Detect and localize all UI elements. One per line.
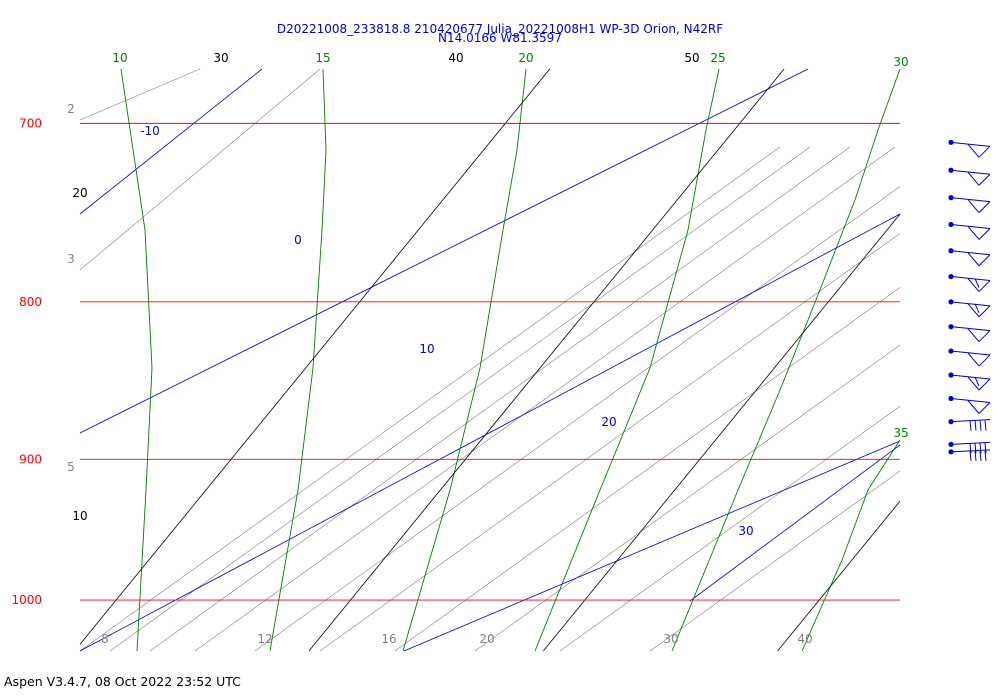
wind-barbs: [948, 139, 991, 461]
wind-barb: [948, 221, 991, 240]
wind-barb: [948, 273, 991, 292]
isotherms: [79, 68, 901, 652]
pressure-label: 700: [19, 116, 42, 130]
isotherm-label: 10: [72, 509, 87, 523]
moist-adiabat-line: [79, 213, 901, 652]
wind-barb: [948, 248, 991, 267]
mixing-ratio-line: [109, 146, 811, 652]
pressure-label: 900: [19, 452, 42, 466]
mixing-ratio-line: [394, 287, 901, 652]
moist-adiabat-line: [79, 68, 809, 434]
mixing-ratio-line: [149, 146, 851, 652]
mixing-ratio-label: 20: [479, 632, 494, 646]
footer-credit: Aspen V3.4.7, 08 Oct 2022 23:52 UTC: [4, 674, 241, 689]
wind-barb: [948, 441, 991, 454]
wind-barb: [948, 299, 991, 318]
mixing-ratio-label: 3: [67, 252, 75, 266]
isotherm-label: 30: [213, 51, 228, 65]
moist-adiabat-label: 30: [738, 524, 753, 538]
wind-barb: [948, 449, 991, 461]
dry-adiabat-label: 15: [315, 51, 330, 65]
moist-adiabat-line: [79, 68, 263, 215]
mixing-ratio-lines: [79, 68, 901, 652]
mixing-ratio-line: [194, 146, 896, 652]
mixing-ratio-line: [79, 68, 201, 121]
moist-adiabat-label: -10: [140, 124, 160, 138]
wind-barb: [948, 139, 991, 158]
dry-adiabat-label: 10: [112, 51, 127, 65]
mixing-ratio-line: [319, 233, 901, 652]
mixing-ratio-line: [559, 405, 901, 652]
isotherm-line: [542, 213, 901, 652]
isotherm-line: [777, 500, 901, 652]
wind-barb: [948, 395, 991, 414]
isotherm-line: [308, 68, 785, 652]
mixing-ratio-line: [649, 470, 901, 652]
dry-adiabats: [120, 68, 901, 652]
dry-adiabat-line: [402, 68, 527, 652]
pressure-label: 800: [19, 295, 42, 309]
dry-adiabat-line: [269, 68, 327, 652]
mixing-ratio-line: [474, 344, 901, 652]
pressure-label: 1000: [11, 593, 42, 607]
mixing-ratio-line: [79, 146, 781, 652]
mixing-ratio-line: [79, 68, 321, 271]
dry-adiabat-line: [120, 68, 153, 652]
moist-adiabat-label: 20: [601, 415, 616, 429]
isobars: [80, 122, 900, 601]
mixing-ratio-label: 30: [663, 632, 678, 646]
wind-barb: [948, 324, 991, 343]
mixing-ratio-line: [254, 186, 901, 652]
mixing-ratio-label: 8: [101, 632, 109, 646]
isotherm-label: 50: [684, 51, 699, 65]
wind-barb: [948, 419, 991, 431]
dry-adiabat-label: 30: [893, 55, 908, 69]
dry-adiabat-line: [801, 439, 901, 652]
dry-adiabat-label: 25: [710, 51, 725, 65]
mixing-ratio-label: 5: [67, 460, 75, 474]
moist-adiabat-label: 0: [294, 233, 302, 247]
moist-adiabat-line: [689, 444, 901, 602]
mixing-ratio-label: 2: [67, 102, 75, 116]
isotherm-label: 20: [72, 186, 87, 200]
dry-adiabat-line: [534, 68, 720, 652]
mixing-ratio-label: 40: [797, 632, 812, 646]
moist-adiabat-line: [403, 440, 901, 652]
wind-barb: [948, 372, 991, 391]
dry-adiabat-line: [671, 68, 901, 652]
dry-adiabat-label: 35: [893, 426, 908, 440]
mixing-ratio-label: 16: [381, 632, 396, 646]
chart-title: D20221008_233818.8 210420677 Julia_20221…: [277, 22, 723, 36]
isotherm-label: 40: [448, 51, 463, 65]
isotherm-line: [79, 68, 551, 645]
dry-adiabat-label: 20: [518, 51, 533, 65]
mixing-ratio-label: 12: [257, 632, 272, 646]
axis-labels: 60070080090010003040502010101520253035-1…: [11, 51, 908, 646]
wind-barb: [948, 195, 991, 213]
wind-barb: [948, 348, 991, 367]
chart-subtitle: N14.0166 W81.3597: [438, 31, 562, 45]
moist-adiabat-label: 10: [419, 342, 434, 356]
moist-adiabats: [79, 68, 901, 652]
wind-barb: [948, 167, 991, 186]
